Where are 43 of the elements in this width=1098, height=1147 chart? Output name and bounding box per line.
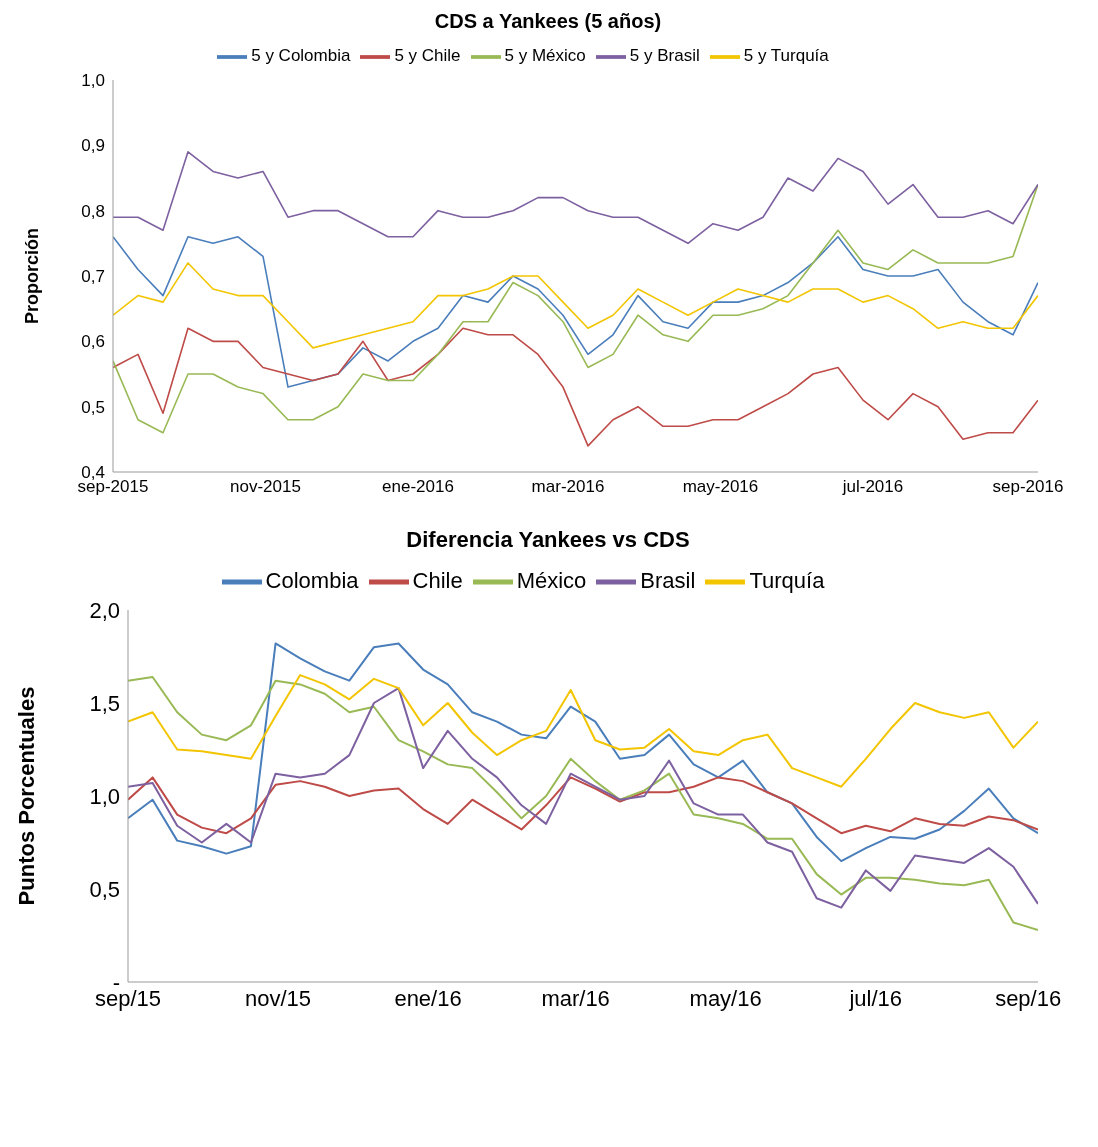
y-tick-label: 0,5 [81, 397, 105, 417]
line-series [128, 776, 1038, 835]
chart-title: Diferencia Yankees vs CDS [405, 527, 691, 553]
y-tick-label: 0,9 [81, 136, 105, 156]
y-axis-title: Proporción [22, 227, 43, 325]
line-series [113, 151, 1038, 245]
x-tick-label: mar/16 [541, 985, 610, 1011]
x-tick-label: ene-2016 [382, 477, 454, 497]
line-series [113, 262, 1038, 349]
legend-label: Turquía [749, 567, 825, 593]
legend-label: Brasil [640, 567, 696, 593]
x-tick-label: sep/16 [995, 985, 1062, 1011]
legend-label: Colombia [265, 567, 359, 593]
x-tick-label: sep-2016 [992, 477, 1064, 497]
x-tick-label: jul-2016 [841, 477, 904, 497]
line-series [128, 674, 1038, 788]
y-tick-label: 1,0 [89, 783, 120, 809]
y-tick-label: 1,0 [81, 71, 105, 91]
legend-label: Chile [412, 567, 463, 593]
chart-title: CDS a Yankees (5 años) [433, 10, 663, 33]
y-tick-label: 0,8 [81, 201, 105, 221]
y-tick-label: 0,5 [89, 876, 120, 902]
x-tick-label: jul/16 [848, 985, 902, 1011]
legend-label: México [516, 567, 587, 593]
x-tick-label: may/16 [689, 985, 762, 1011]
legend-label: 5 y Colombia [251, 46, 351, 66]
legend-label: 5 y Brasil [629, 46, 700, 66]
legend-label: 5 y Chile [394, 46, 461, 66]
x-tick-label: nov-2015 [230, 477, 301, 497]
y-tick-label: 2,0 [89, 597, 120, 623]
x-tick-label: may-2016 [682, 477, 759, 497]
x-tick-label: ene/16 [394, 985, 462, 1011]
line-series [113, 327, 1038, 447]
y-tick-label: 1,5 [89, 690, 120, 716]
line-series [113, 236, 1038, 388]
y-axis-title: Puntos Porcentuales [13, 686, 39, 906]
legend-label: 5 y México [504, 46, 586, 66]
x-tick-label: nov/15 [245, 985, 312, 1011]
line-series [128, 642, 1038, 863]
y-tick-label: 0,6 [81, 332, 105, 352]
legend-label: 5 y Turquía [743, 46, 829, 66]
x-tick-label: mar-2016 [531, 477, 605, 497]
y-tick-label: 0,7 [81, 267, 105, 287]
